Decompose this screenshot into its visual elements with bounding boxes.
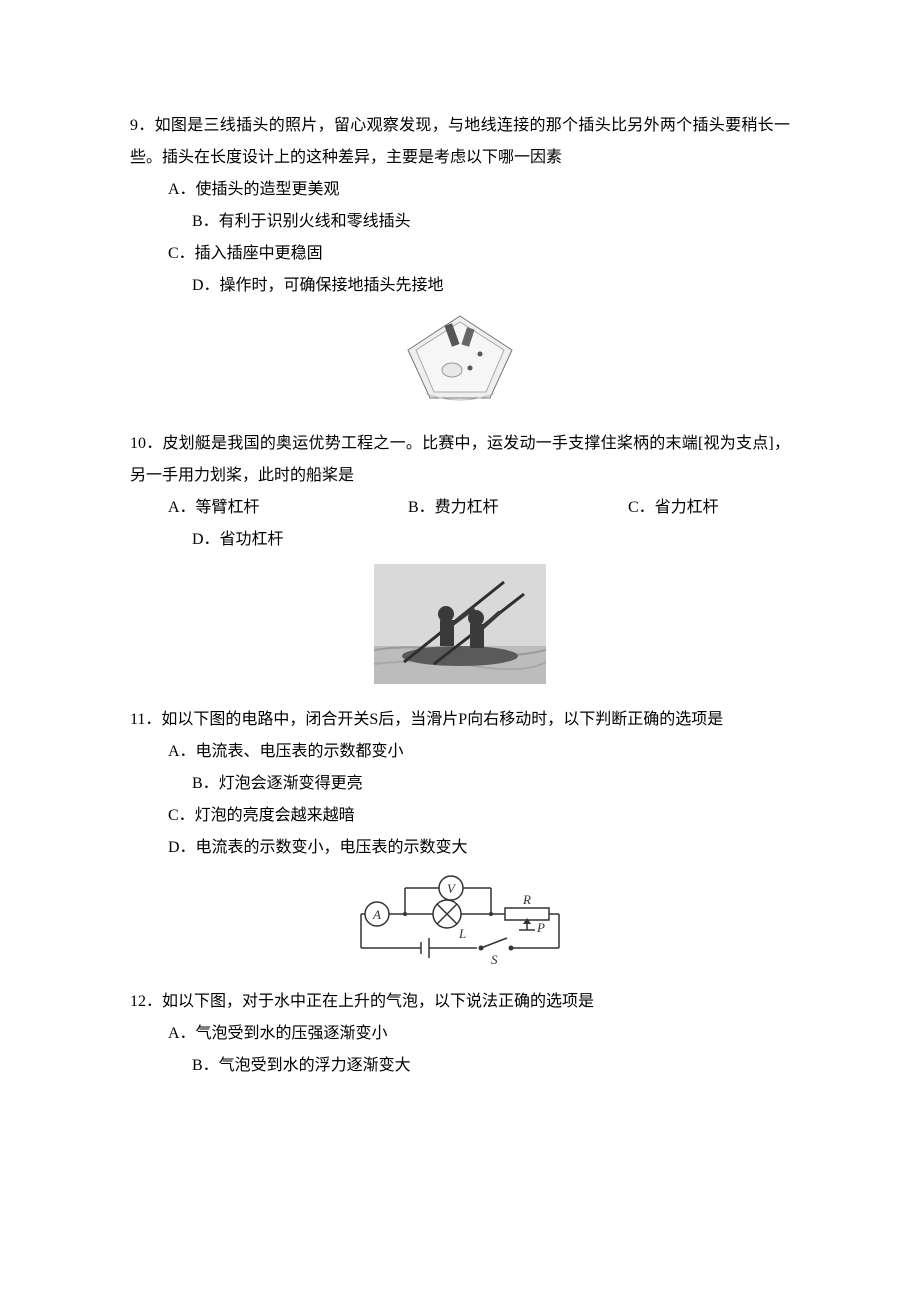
- q11-option-c: C．灯泡的亮度会越来越暗: [168, 800, 790, 832]
- q10-options-row1: A．等臂杠杆 B．费力杠杆 C．省力杠杆: [130, 492, 790, 524]
- circuit-label-s: S: [491, 952, 498, 966]
- q12-stem: 12．如以下图，对于水中正在上升的气泡，以下说法正确的选项是: [130, 986, 790, 1018]
- q11-options: A．电流表、电压表的示数都变小 B．灯泡会逐渐变得更亮 C．灯泡的亮度会越来越暗…: [130, 736, 790, 864]
- circuit-diagram-icon: V A R P L S: [351, 872, 569, 966]
- question-9: 9．如图是三线插头的照片，留心观察发现，与地线连接的那个插头比另外两个插头要稍长…: [130, 110, 790, 420]
- q9-stem: 9．如图是三线插头的照片，留心观察发现，与地线连接的那个插头比另外两个插头要稍长…: [130, 110, 790, 174]
- q11-image-wrap: V A R P L S: [130, 872, 790, 978]
- kayak-icon: [374, 564, 546, 684]
- circuit-label-r: R: [522, 892, 531, 907]
- q12-option-b: B．气泡受到水的浮力逐渐变大: [168, 1050, 790, 1082]
- q10-option-a: A．等臂杠杆: [168, 492, 408, 524]
- q11-option-b: B．灯泡会逐渐变得更亮: [168, 768, 790, 800]
- plug-icon: [396, 310, 524, 408]
- q9-options: A．使插头的造型更美观 B．有利于识别火线和零线插头 C．插入插座中更稳固 D．…: [130, 174, 790, 302]
- q12-option-a: A．气泡受到水的压强逐渐变小: [168, 1018, 790, 1050]
- q10-options-row2: D．省功杠杆: [130, 524, 790, 556]
- q9-option-d: D．操作时，可确保接地插头先接地: [168, 270, 790, 302]
- q12-options: A．气泡受到水的压强逐渐变小 B．气泡受到水的浮力逐渐变大: [130, 1018, 790, 1082]
- question-11: 11．如以下图的电路中，闭合开关S后，当滑片P向右移动时，以下判断正确的选项是 …: [130, 704, 790, 978]
- q11-option-d: D．电流表的示数变小，电压表的示数变大: [168, 832, 790, 864]
- circuit-label-l: L: [458, 926, 466, 941]
- q9-option-b: B．有利于识别火线和零线插头: [168, 206, 790, 238]
- q10-option-d: D．省功杠杆: [168, 524, 790, 556]
- q9-option-c: C．插入插座中更稳固: [168, 238, 790, 270]
- circuit-label-a: A: [372, 907, 381, 922]
- question-10: 10．皮划艇是我国的奥运优势工程之一。比赛中，运发动一手支撑住桨柄的末端[视为支…: [130, 428, 790, 696]
- q10-option-c: C．省力杠杆: [628, 492, 788, 524]
- q10-option-b: B．费力杠杆: [408, 492, 628, 524]
- q9-image-wrap: [130, 310, 790, 420]
- q11-option-a: A．电流表、电压表的示数都变小: [168, 736, 790, 768]
- q11-stem: 11．如以下图的电路中，闭合开关S后，当滑片P向右移动时，以下判断正确的选项是: [130, 704, 790, 736]
- q10-stem: 10．皮划艇是我国的奥运优势工程之一。比赛中，运发动一手支撑住桨柄的末端[视为支…: [130, 428, 790, 492]
- circuit-label-p: P: [536, 920, 545, 935]
- q10-image-wrap: [130, 564, 790, 696]
- question-12: 12．如以下图，对于水中正在上升的气泡，以下说法正确的选项是 A．气泡受到水的压…: [130, 986, 790, 1082]
- q9-option-a: A．使插头的造型更美观: [168, 174, 790, 206]
